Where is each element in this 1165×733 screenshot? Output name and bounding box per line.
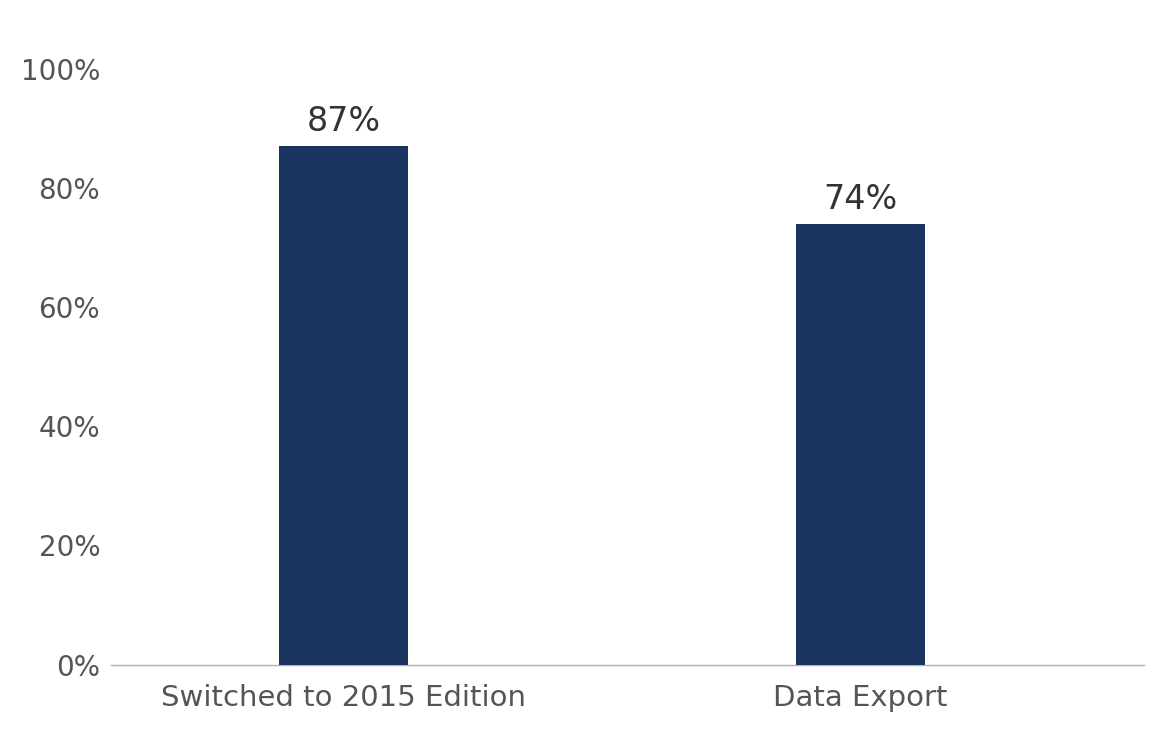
Bar: [280, 146, 408, 665]
Bar: [796, 224, 925, 665]
Text: 74%: 74%: [822, 183, 897, 216]
Text: 87%: 87%: [306, 106, 381, 139]
